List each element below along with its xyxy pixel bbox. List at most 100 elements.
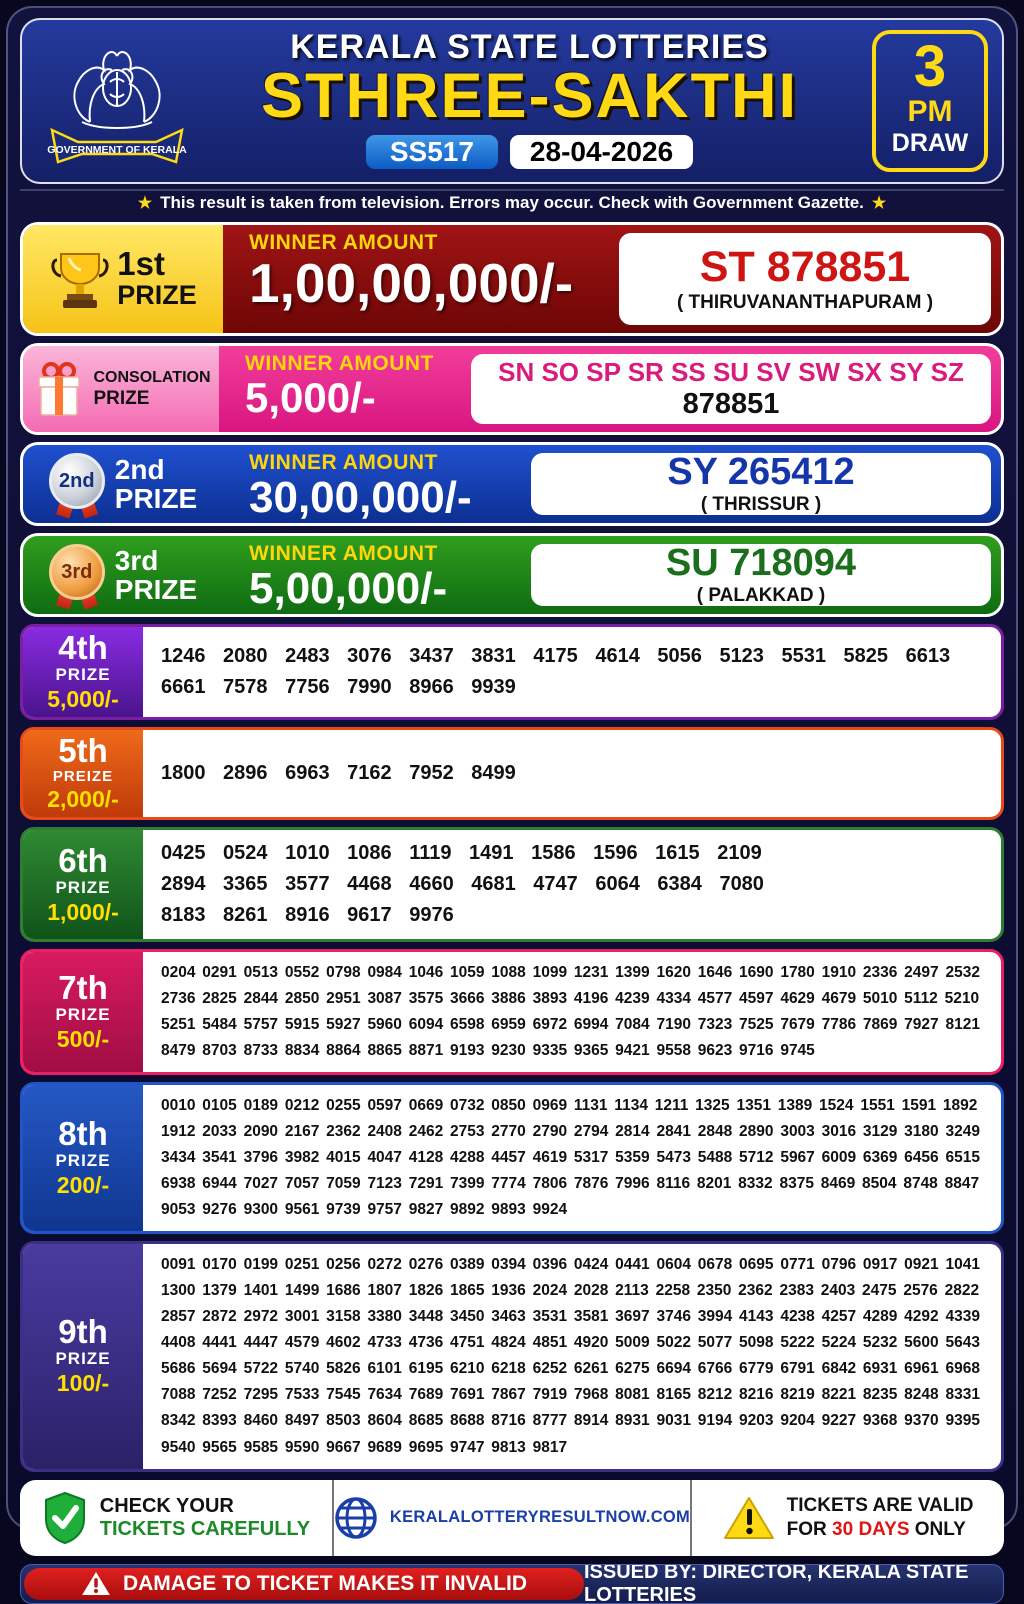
sixth-prize-section: 6th PRIZE 1,000/- 0425 0524 1010 1086 11…: [20, 827, 1004, 942]
header: GOVERNMENT OF KERALA KERALA STATE LOTTER…: [20, 18, 1004, 184]
damage-text: DAMAGE TO TICKET MAKES IT INVALID: [123, 1572, 527, 1596]
eighth-prize-numbers: 0010 0105 0189 0212 0255 0597 0669 0732 …: [143, 1085, 1001, 1231]
fifth-prize-label: 5th PREIZE 2,000/-: [23, 730, 143, 817]
tier-rank: 7th: [23, 971, 143, 1004]
consolation-ticket-card: SN SO SP SR SS SU SV SW SX SY SZ 878851: [471, 354, 991, 424]
draw-time-box: 3 PM DRAW: [872, 30, 988, 172]
tier-prize-label: PRIZE: [23, 1005, 143, 1025]
second-prize-ticket: SY 265412: [531, 452, 991, 494]
second-prize-location: ( THRISSUR ): [531, 494, 991, 516]
check-line2: TICKETS CAREFULLY: [100, 1518, 310, 1541]
tier-amount: 500/-: [23, 1026, 143, 1053]
consolation-number: 878851: [471, 388, 991, 421]
consolation-series: SN SO SP SR SS SU SV SW SX SY SZ: [471, 357, 991, 388]
third-prize-row: 3rd 3rd PRIZE WINNER AMOUNT 5,00,000/- S…: [20, 533, 1004, 617]
issued-by-text: ISSUED BY: DIRECTOR, KERALA STATE LOTTER…: [584, 1565, 1003, 1603]
tier-rank: 4th: [23, 631, 143, 664]
first-prize-row: 1st PRIZE WINNER AMOUNT 1,00,00,000/- ST…: [20, 222, 1004, 336]
third-prize-rank-label: PRIZE: [115, 575, 197, 604]
eighth-prize-section: 8th PRIZE 200/- 0010 0105 0189 0212 0255…: [20, 1082, 1004, 1234]
first-prize-rank-label: PRIZE: [117, 280, 197, 311]
website-link[interactable]: KERALALOTTERYRESULTNOW.COM: [390, 1508, 690, 1527]
third-prize-label-panel: 3rd 3rd PRIZE: [23, 536, 223, 614]
tier-amount: 1,000/-: [23, 899, 143, 926]
globe-icon: [334, 1496, 378, 1540]
draw-code-badge: SS517: [366, 135, 498, 169]
winner-amount-label: WINNER AMOUNT: [249, 451, 521, 475]
consolation-amount: 5,000/-: [245, 376, 461, 420]
kerala-government-emblem-icon: GOVERNMENT OF KERALA: [38, 26, 196, 178]
fifth-prize-section: 5th PREIZE 2,000/- 1800 2896 6963 7162 7…: [20, 727, 1004, 820]
seventh-prize-numbers: 0204 0291 0513 0552 0798 0984 1046 1059 …: [143, 952, 1001, 1072]
third-prize-ticket: SU 718094: [531, 543, 991, 585]
first-prize-location: ( THIRUVANANTHAPURAM ): [619, 292, 991, 314]
sixth-prize-numbers: 0425 0524 1010 1086 1119 1491 1586 1596 …: [143, 830, 823, 939]
second-prize-ticket-card: SY 265412 ( THRISSUR ): [531, 453, 991, 515]
third-prize-location: ( PALAKKAD ): [531, 585, 991, 607]
second-prize-rank: 2nd: [115, 455, 197, 484]
tier-amount: 2,000/-: [23, 786, 143, 813]
tier-amount: 200/-: [23, 1172, 143, 1199]
first-prize-ticket: ST 878851: [619, 244, 991, 291]
check-tickets-section: CHECK YOUR TICKETS CAREFULLY: [20, 1480, 332, 1556]
fifth-prize-numbers: 1800 2896 6963 7162 7952 8499: [143, 750, 1001, 797]
result-poster: GOVERNMENT OF KERALA KERALA STATE LOTTER…: [6, 6, 1018, 1530]
consolation-prize-row: CONSOLATION PRIZE WINNER AMOUNT 5,000/- …: [20, 343, 1004, 435]
consolation-title: CONSOLATION: [93, 368, 210, 387]
warning-triangle-icon: [81, 1570, 111, 1597]
tier-rank: 8th: [23, 1117, 143, 1150]
emblem-caption: GOVERNMENT OF KERALA: [47, 144, 187, 156]
tier-prize-label: PREIZE: [23, 768, 143, 785]
third-prize-amount: 5,00,000/-: [249, 566, 521, 612]
third-prize-rank: 3rd: [115, 546, 197, 575]
tier-prize-label: PRIZE: [23, 1349, 143, 1369]
seventh-prize-section: 7th PRIZE 500/- 0204 0291 0513 0552 0798…: [20, 949, 1004, 1075]
second-prize-rank-label: PRIZE: [115, 484, 197, 513]
ninth-prize-numbers: 0091 0170 0199 0251 0256 0272 0276 0389 …: [143, 1244, 1001, 1468]
fourth-prize-numbers: 1246 2080 2483 3076 3437 3831 4175 4614 …: [143, 633, 1001, 711]
second-prize-row: 2nd 2nd PRIZE WINNER AMOUNT 30,00,000/- …: [20, 442, 1004, 526]
sixth-prize-label: 6th PRIZE 1,000/-: [23, 830, 143, 939]
first-prize-ticket-card: ST 878851 ( THIRUVANANTHAPURAM ): [619, 233, 991, 325]
first-prize-amount-block: WINNER AMOUNT 1,00,00,000/-: [223, 225, 609, 333]
consolation-amount-block: WINNER AMOUNT 5,000/-: [219, 346, 461, 432]
consolation-label-panel: CONSOLATION PRIZE: [23, 346, 219, 432]
winner-amount-label: WINNER AMOUNT: [245, 352, 461, 376]
disclaimer-text: This result is taken from television. Er…: [160, 193, 864, 213]
tier-rank: 5th: [23, 734, 143, 767]
shield-check-icon: [42, 1491, 88, 1545]
website-section: KERALALOTTERYRESULTNOW.COM: [332, 1480, 690, 1556]
valid-line1: TICKETS ARE VALID: [787, 1494, 974, 1518]
second-prize-label-panel: 2nd 2nd PRIZE: [23, 445, 223, 523]
valid-line2: FOR 30 DAYS ONLY: [787, 1518, 974, 1542]
disclaimer-bar: ★ This result is taken from television. …: [20, 189, 1004, 215]
gift-icon: [31, 359, 87, 419]
draw-date-badge: 28-04-2026: [510, 135, 693, 169]
valid-days: 30 DAYS: [832, 1519, 909, 1540]
tier-prize-label: PRIZE: [23, 878, 143, 898]
fourth-prize-section: 4th PRIZE 5,000/- 1246 2080 2483 3076 34…: [20, 624, 1004, 720]
winner-amount-label: WINNER AMOUNT: [249, 542, 521, 566]
footer-bar: CHECK YOUR TICKETS CAREFULLY KERALALOTTE…: [20, 1480, 1004, 1556]
damage-warning: DAMAGE TO TICKET MAKES IT INVALID: [24, 1568, 584, 1600]
seventh-prize-label: 7th PRIZE 500/-: [23, 952, 143, 1072]
warning-triangle-icon: [723, 1495, 775, 1541]
third-prize-amount-block: WINNER AMOUNT 5,00,000/-: [223, 536, 521, 614]
first-prize-amount: 1,00,00,000/-: [249, 255, 609, 313]
tier-prize-label: PRIZE: [23, 1151, 143, 1171]
second-prize-amount: 30,00,000/-: [249, 475, 521, 521]
tier-rank: 6th: [23, 844, 143, 877]
tier-amount: 5,000/-: [23, 686, 143, 713]
tier-rank: 9th: [23, 1315, 143, 1348]
tier-amount: 100/-: [23, 1370, 143, 1397]
ninth-prize-section: 9th PRIZE 100/- 0091 0170 0199 0251 0256…: [20, 1241, 1004, 1471]
draw-label: DRAW: [876, 128, 984, 158]
star-icon: ★: [872, 193, 886, 213]
check-line1: CHECK YOUR: [100, 1494, 310, 1518]
draw-time-meridiem: PM: [876, 96, 984, 128]
consolation-title-prize: PRIZE: [93, 388, 210, 410]
trophy-icon: [49, 246, 111, 312]
first-prize-label-panel: 1st PRIZE: [23, 225, 223, 333]
lottery-name: STHREE-SAKTHI: [207, 67, 852, 127]
header-titles: KERALA STATE LOTTERIES STHREE-SAKTHI SS5…: [207, 20, 852, 169]
